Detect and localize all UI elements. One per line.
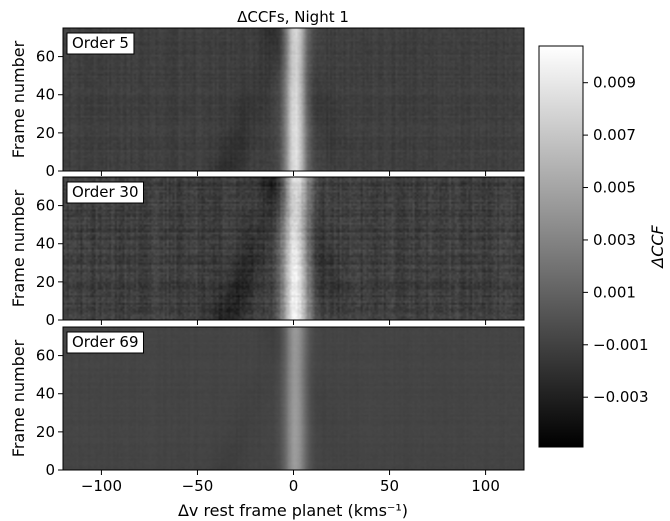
x-tick-label: −100 (81, 477, 122, 495)
colorbar: 0.009 0.007 0.005 0.003 0.001 −0.001 −0.003 ΔCC… (538, 45, 667, 448)
panels: 0 20 40 60 Frame number Order 5 0 20 40 60 Frame n… (9, 27, 525, 495)
y-tick-label: 60 (36, 347, 55, 365)
heatmap-image (63, 28, 524, 171)
y-tick-label: 40 (36, 385, 55, 403)
order-label-box (66, 181, 144, 204)
colorbar-tick-label: 0.007 (593, 126, 636, 144)
y-axis-label: Frame number (9, 189, 28, 307)
panel-order-3: 0 20 40 60 Frame number Order 69 −100 −50 0 50 100 (9, 326, 525, 495)
colorbar-tick-label: 0.009 (593, 74, 636, 92)
y-tick-label: 60 (36, 48, 55, 66)
y-tick-label: 40 (36, 86, 55, 104)
panel-order-1: 0 20 40 60 Frame number Order 5 (9, 27, 525, 180)
order-label: Order 69 (72, 333, 138, 351)
x-tick-label: 100 (471, 477, 500, 495)
panel-order-2: 0 20 40 60 Frame number Order 30 (9, 176, 525, 329)
y-axis-label: Frame number (9, 40, 28, 158)
y-tick-label: 20 (36, 423, 55, 441)
x-tick-label: 0 (289, 477, 299, 495)
order-label-box (66, 331, 144, 354)
y-tick-label: 0 (45, 162, 55, 180)
order-label-box (66, 32, 135, 55)
colorbar-tick-label: 0.005 (593, 179, 636, 197)
y-axis-label: Frame number (9, 339, 28, 457)
colorbar-tick-label: −0.003 (593, 388, 649, 406)
colorbar-tick-label: −0.001 (593, 336, 649, 354)
x-tick-label: 50 (380, 477, 399, 495)
x-axis-label: Δv rest frame planet (kms⁻¹) (178, 501, 408, 520)
y-tick-label: 20 (36, 273, 55, 291)
y-tick-label: 60 (36, 197, 55, 215)
order-label: Order 5 (72, 34, 129, 52)
order-label: Order 30 (72, 183, 138, 201)
y-tick-label: 0 (45, 311, 55, 329)
colorbar-tick-label: 0.001 (593, 283, 636, 301)
y-tick-label: 20 (36, 124, 55, 142)
colorbar-label: ΔCCF (648, 224, 667, 269)
y-tick-label: 40 (36, 235, 55, 253)
colorbar-gradient (538, 45, 584, 448)
chart-title: ΔCCFs, Night 1 (237, 8, 349, 26)
x-tick-label: −50 (182, 477, 214, 495)
colorbar-tick-label: 0.003 (593, 231, 636, 249)
y-tick-label: 0 (45, 461, 55, 479)
